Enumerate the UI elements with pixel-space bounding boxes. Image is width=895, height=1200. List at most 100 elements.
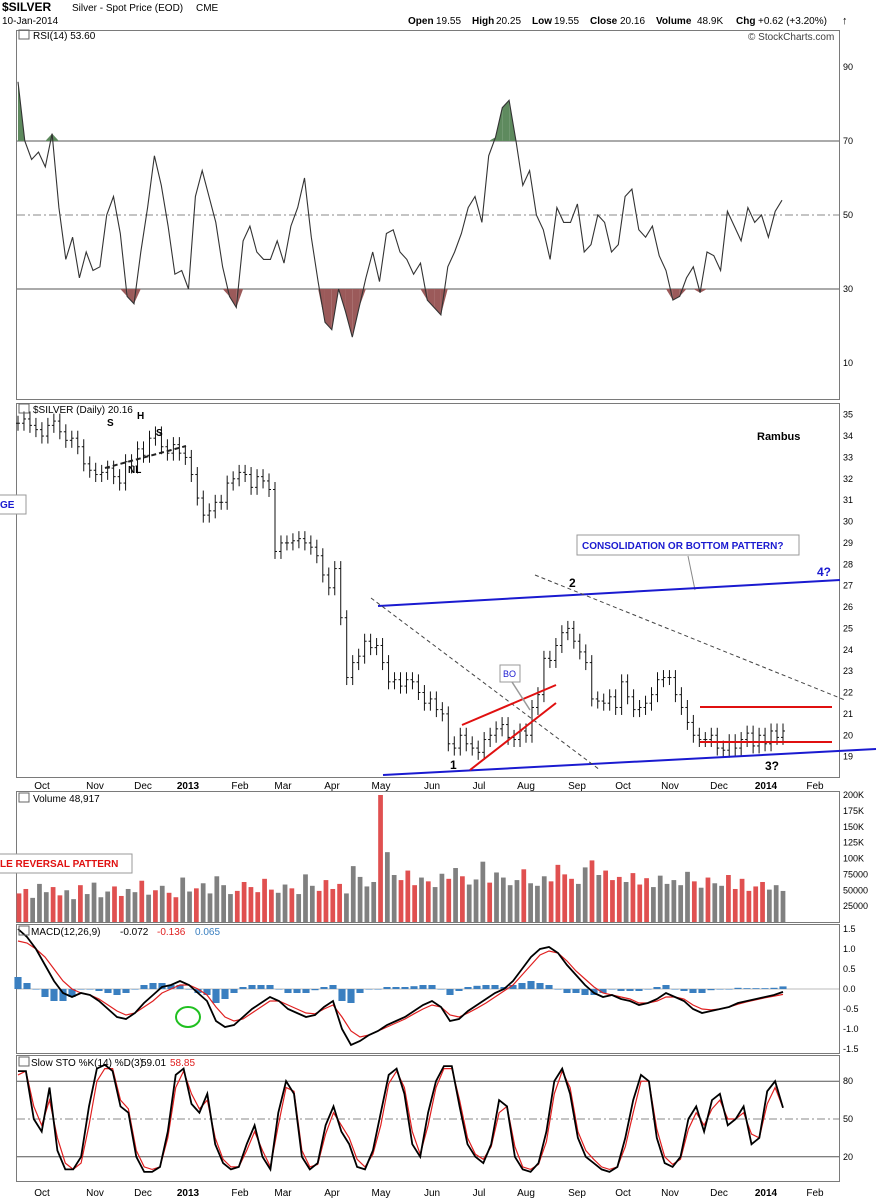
reversal-box — [0, 853, 133, 874]
macd-histogram-bar — [464, 987, 472, 989]
volume-bar — [610, 880, 615, 922]
downtrend-line-2 — [534, 574, 846, 701]
hs-head: H — [137, 411, 144, 422]
x-tick-label: 2014 — [755, 1188, 778, 1199]
lower-channel-line — [382, 748, 877, 776]
chg-arrow-icon: ↑ — [842, 15, 848, 27]
volume-bar — [412, 885, 418, 922]
y-tick-label: 80 — [843, 1076, 853, 1086]
volume-title: Volume 48,917 — [18, 792, 100, 805]
volume-bar — [91, 882, 97, 922]
rsi-oversold-fill — [700, 289, 707, 293]
y-tick-label: 90 — [843, 62, 853, 72]
hs-left-shoulder: S — [107, 418, 114, 429]
volume-bar — [664, 883, 670, 922]
volume-bar — [200, 883, 206, 922]
y-tick-label: 24 — [843, 645, 853, 655]
macd-histogram-bar — [572, 989, 580, 993]
histogram-value: 0.065 — [195, 927, 220, 938]
macd-histogram-bar — [599, 989, 607, 993]
volume-bar — [541, 876, 547, 922]
macd-histogram-bar — [140, 985, 148, 989]
volume-bar — [671, 880, 677, 922]
y-tick-label: 20 — [843, 730, 853, 740]
x-tick-label: Oct — [615, 781, 631, 792]
macd-histogram-bar — [23, 983, 31, 989]
rsi-oversold-fill — [359, 289, 366, 308]
volume-bar — [139, 880, 145, 922]
y-tick-label: 19 — [843, 752, 853, 762]
macd-histogram-bar — [419, 985, 427, 989]
rsi-oversold-fill — [427, 289, 435, 308]
x-tick-label: Oct — [34, 781, 50, 792]
x-tick-label: 2014 — [755, 781, 778, 792]
y-tick-label: 150K — [843, 822, 864, 832]
high-label: High — [472, 16, 494, 27]
x-tick-label: Dec — [134, 1188, 152, 1199]
volume-bar — [439, 873, 445, 922]
rsi-oversold-fill — [127, 289, 134, 304]
volume-bar — [384, 852, 390, 922]
left-edge-text: GE — [0, 500, 15, 511]
macd-histogram-bar — [194, 989, 202, 993]
rsi-oversold-fill — [672, 289, 680, 301]
volume-bar — [555, 864, 561, 922]
volume-bar — [234, 890, 240, 922]
y-tick-label: 32 — [843, 474, 853, 484]
macd-histogram-bar — [95, 989, 103, 991]
macd-histogram-bar — [14, 977, 22, 989]
point-3-label: 3? — [765, 759, 779, 773]
volume-bar — [275, 892, 281, 922]
macd-histogram-bar — [104, 989, 112, 993]
low-value: 19.55 — [554, 16, 579, 27]
macd-histogram-bar — [428, 985, 436, 989]
macd-panel: -1.5 -1.0 -0.5 0.0 0.5 1.0 1.5 — [14, 924, 859, 1054]
consolidation-pointer — [687, 555, 696, 591]
volume-bar — [30, 897, 36, 922]
y-tick-label: 30 — [843, 517, 853, 527]
y-tick-label: 25000 — [843, 901, 868, 911]
price-title-text: $SILVER (Daily) 20.16 — [33, 405, 133, 416]
x-tick-label: Sep — [568, 1188, 586, 1199]
rsi-line — [17, 81, 783, 338]
x-tick-label: 2013 — [177, 781, 200, 792]
x-tick-label: Nov — [86, 1188, 104, 1199]
price-panel: 19 20 21 22 23 24 25 26 27 28 29 30 31 32 33 34 35 — [16, 410, 853, 762]
x-tick-label: 2013 — [177, 1188, 200, 1199]
price-annotations: Rambus GE S H S NL CONSOLIDATION OR BOTT… — [0, 411, 877, 776]
y-tick-label: 0.0 — [843, 984, 856, 994]
volume-bar — [616, 876, 622, 922]
volume-bar — [685, 871, 690, 922]
y-tick-label: 125K — [843, 838, 864, 848]
volume-bar — [344, 893, 349, 922]
volume-bar — [739, 878, 745, 922]
x-tick-label: Mar — [274, 1188, 292, 1199]
reversal-text: LE REVERSAL PATTERN — [0, 859, 118, 870]
hs-right-shoulder: S — [156, 428, 163, 439]
macd-histogram-bar — [356, 989, 364, 993]
x-tick-label: May — [372, 781, 391, 792]
volume-label: Volume — [656, 16, 692, 27]
volume-bar — [780, 890, 786, 922]
volume-bar — [766, 889, 772, 922]
macd-histogram-bar — [680, 989, 688, 991]
macd-histogram-bar — [122, 989, 130, 993]
point-1-label: 1 — [450, 758, 457, 772]
volume-bar — [153, 890, 158, 922]
volume-bar — [350, 866, 356, 922]
x-tick-label: Apr — [324, 1188, 340, 1199]
volume-bar — [16, 893, 22, 922]
volume-bar — [500, 877, 506, 922]
macd-histogram-bar — [59, 989, 67, 1001]
volume-bar — [323, 880, 329, 922]
volume-bar — [719, 885, 724, 922]
macd-histogram-bar — [149, 983, 157, 989]
volume-bar — [159, 885, 165, 922]
macd-histogram-bar — [203, 989, 211, 995]
left-edge-callout: GE — [0, 494, 27, 515]
macd-histogram-bar — [446, 989, 454, 995]
volume-bar — [337, 883, 342, 922]
rsi-overbought-fill — [502, 100, 510, 141]
macd-histogram-bar — [491, 985, 499, 989]
volume-bar — [248, 887, 254, 922]
